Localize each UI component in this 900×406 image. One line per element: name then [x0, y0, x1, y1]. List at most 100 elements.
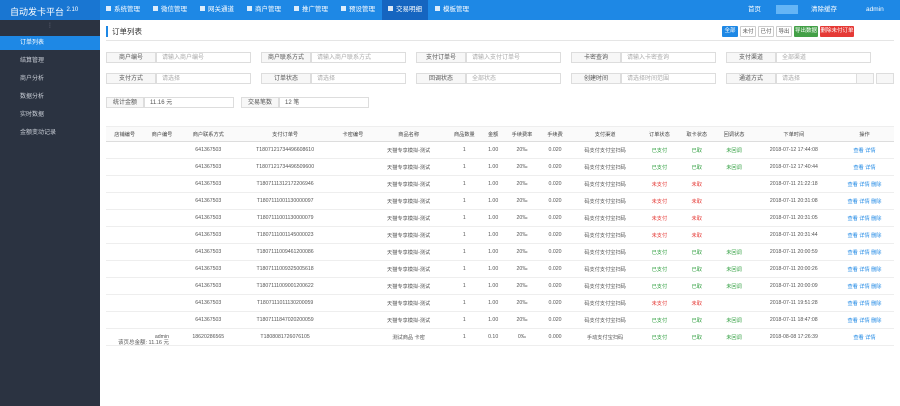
filter-label: 创建时间 [571, 73, 621, 84]
divider [106, 40, 894, 41]
row-actions[interactable]: 查看 详情 删除 [834, 311, 894, 329]
filter-input[interactable]: 请输入卡密查询 [621, 52, 716, 63]
top-right-item[interactable]: 首页 [748, 6, 761, 13]
nav-item[interactable]: 交易明细 [382, 0, 428, 20]
row-actions[interactable]: 查看 详情 [834, 328, 894, 346]
cell [334, 277, 372, 295]
cell: T1807111001130000097 [235, 192, 335, 210]
cell [143, 209, 181, 227]
action-button[interactable]: 未付 [740, 26, 756, 37]
row-actions[interactable]: 查看 详情 删除 [834, 192, 894, 210]
filter-input[interactable]: 请选择 [156, 73, 251, 84]
cell: 已取 [678, 277, 716, 295]
row-actions[interactable]: 查看 详情 删除 [834, 294, 894, 312]
cell: 20‰ [503, 260, 541, 278]
sidebar-item[interactable]: 结算管理 [20, 58, 45, 64]
cell: 未取 [678, 294, 716, 312]
stat-label: 统计金额 [106, 97, 144, 108]
action-button[interactable]: 导出 [776, 26, 792, 37]
cell: 641367503 [180, 141, 236, 159]
nav-item[interactable]: 网关通道 [194, 0, 240, 20]
column-header: 支付订单号 [235, 126, 335, 142]
cell: 码支付支付宝扫码 [569, 260, 641, 278]
reset-button[interactable] [876, 73, 894, 84]
row-actions[interactable]: 查看 详情 删除 [834, 209, 894, 227]
row-actions[interactable]: 查看 详情 删除 [834, 260, 894, 278]
sidebar-item[interactable]: 实时数据 [20, 112, 45, 118]
nav-label: 网关通道 [208, 6, 234, 13]
search-button[interactable] [856, 73, 874, 84]
filter-label: 支付订单号 [416, 52, 466, 63]
cell: 1.00 [483, 294, 504, 312]
top-bar [0, 0, 900, 20]
cell [106, 243, 144, 261]
filter-label: 回调状态 [416, 73, 466, 84]
row-actions[interactable]: 查看 详情 删除 [834, 175, 894, 193]
action-button[interactable]: 导出数据 [794, 26, 818, 37]
cell: 已取 [678, 311, 716, 329]
row-actions[interactable]: 查看 详情 删除 [834, 226, 894, 244]
sidebar-item[interactable]: 商户分析 [20, 76, 45, 82]
cell: 手动支付宝扫码 [569, 328, 641, 346]
cell [715, 192, 753, 210]
cell: 1.00 [483, 311, 504, 329]
version: 2.10 [66, 7, 79, 13]
cell: 2018-07-12 17:40:44 [752, 158, 835, 176]
sidebar-item[interactable]: 金额变动记录 [20, 130, 57, 136]
cell: 641367503 [180, 158, 236, 176]
nav-icon [153, 6, 158, 11]
logo[interactable]: 自动发卡平台 2.10 [0, 0, 100, 20]
sidebar-item[interactable]: 订单列表 [0, 36, 100, 50]
nav-item[interactable]: 系统管理 [100, 0, 146, 20]
cell: 天猫专享模拟-测试 [371, 209, 446, 227]
cell: 天猫专享模拟-测试 [371, 141, 446, 159]
cell: 未回调 [715, 141, 753, 159]
cell [334, 311, 372, 329]
top-right-item[interactable]: 清除缓存 [811, 6, 837, 13]
action-button[interactable]: 删除未付订单 [820, 26, 854, 37]
action-button[interactable]: 已付 [758, 26, 774, 37]
cell: T1807111009001200622 [235, 277, 335, 295]
column-header: 店铺编号 [106, 126, 144, 142]
action-button[interactable]: 全部 [722, 26, 738, 37]
order-row: 641367503 T1807111312172206946 天猫专享模拟-测试 1 1… [106, 175, 894, 193]
cell: 1 [445, 328, 484, 346]
filter-input[interactable]: 全部渠道 [776, 52, 871, 63]
cell [106, 311, 144, 329]
nav-item[interactable]: 模板管理 [429, 0, 475, 20]
cell: 1 [445, 192, 484, 210]
cell: 未取 [678, 192, 716, 210]
cell: 0.020 [540, 158, 570, 176]
row-actions[interactable]: 查看 详情 [834, 158, 894, 176]
filter-input[interactable]: 请选择 [311, 73, 406, 84]
nav-item[interactable]: 微信管理 [147, 0, 193, 20]
cell: 18620286565 [180, 328, 236, 346]
cell: 2018-07-11 20:00:26 [752, 260, 835, 278]
filter-input[interactable]: 请选择时间范围 [621, 73, 716, 84]
nav-item[interactable]: 预设管理 [335, 0, 381, 20]
cell: 0.020 [540, 209, 570, 227]
cell: 天猫专享模拟-测试 [371, 175, 446, 193]
row-actions[interactable]: 查看 详情 [834, 141, 894, 159]
order-row: 641367503 T1807111009461200086 天猫专享模拟-测试 1 1… [106, 243, 894, 261]
search-box[interactable] [776, 5, 798, 14]
cell: T1807111009461200086 [235, 243, 335, 261]
cell: 1 [445, 311, 484, 329]
nav-item[interactable]: 推广管理 [288, 0, 334, 20]
cell: 0.020 [540, 243, 570, 261]
row-actions[interactable]: 查看 详情 删除 [834, 243, 894, 261]
sidebar-item[interactable]: 数据分析 [20, 94, 45, 100]
filter-input[interactable]: 请输入支付订单号 [466, 52, 561, 63]
cell: 天猫专享模拟-测试 [371, 243, 446, 261]
filter-input[interactable]: 全部状态 [466, 73, 561, 84]
sidebar: ⋮ [0, 20, 100, 406]
cell: T1807111011130200059 [235, 294, 335, 312]
filter-input[interactable]: 请输入商户编号 [156, 52, 251, 63]
nav-item[interactable]: 商户管理 [241, 0, 287, 20]
toggle[interactable]: ⋮ [47, 23, 53, 29]
row-actions[interactable]: 查看 详情 删除 [834, 277, 894, 295]
filter-input[interactable]: 请输入商户联系方式 [311, 52, 406, 63]
cell: 已支付 [640, 141, 679, 159]
top-right-item[interactable]: admin [866, 6, 884, 13]
cell [106, 158, 144, 176]
